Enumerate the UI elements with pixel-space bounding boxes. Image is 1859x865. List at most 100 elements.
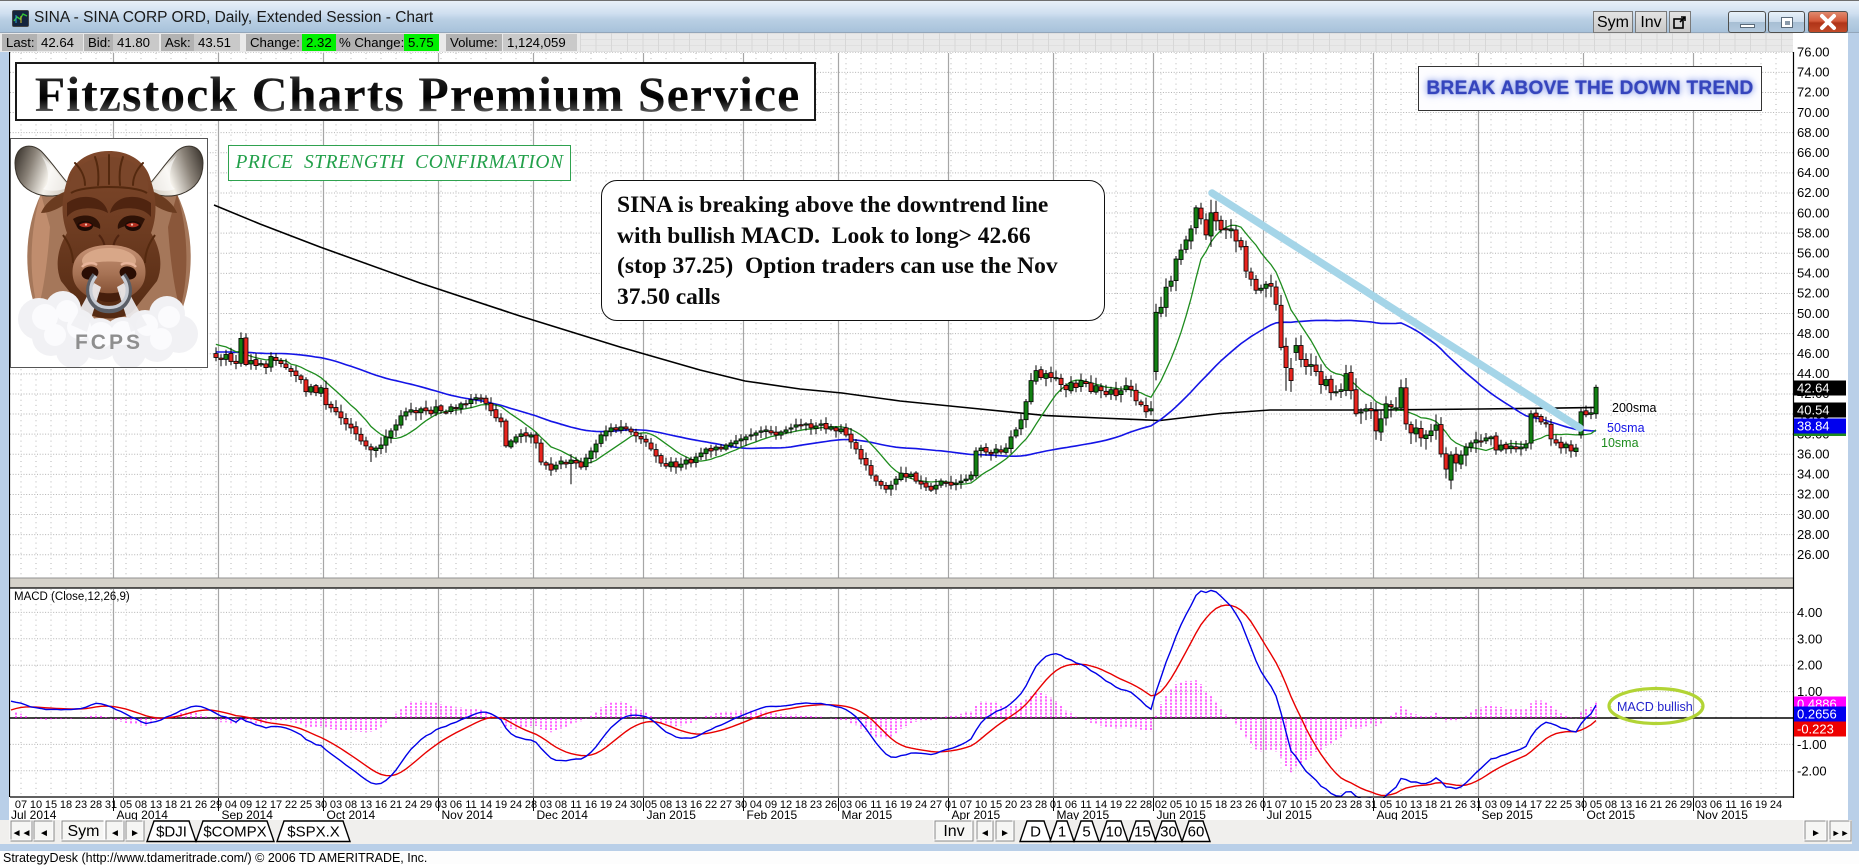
svg-text:30: 30 (315, 799, 327, 811)
svg-text:16: 16 (585, 799, 597, 811)
svg-text:05: 05 (1170, 799, 1182, 811)
svg-text:29: 29 (210, 799, 222, 811)
svg-text:31: 31 (105, 799, 117, 811)
svg-text:25: 25 (1560, 799, 1572, 811)
svg-text:Nov 2014: Nov 2014 (442, 808, 494, 820)
svg-text:42.64: 42.64 (1797, 381, 1830, 396)
svg-text:50sma: 50sma (1607, 421, 1645, 435)
svg-text:52.00: 52.00 (1797, 286, 1830, 301)
svg-text:21: 21 (180, 799, 192, 811)
svg-text:26: 26 (825, 799, 837, 811)
svg-text:18: 18 (1215, 799, 1227, 811)
svg-text:-1.00: -1.00 (1797, 737, 1827, 752)
svg-text:30: 30 (630, 799, 642, 811)
svg-text:19: 19 (495, 799, 507, 811)
svg-text:10: 10 (1395, 799, 1407, 811)
svg-text:Inv: Inv (943, 823, 964, 840)
svg-text:23: 23 (1230, 799, 1242, 811)
svg-text:21: 21 (1650, 799, 1662, 811)
svg-text:15: 15 (1200, 799, 1212, 811)
svg-text:Oct 2015: Oct 2015 (1587, 808, 1636, 820)
svg-text:11: 11 (570, 799, 581, 811)
svg-text:08: 08 (345, 799, 357, 811)
svg-text:56.00: 56.00 (1797, 246, 1830, 261)
svg-text:11: 11 (465, 799, 476, 811)
svg-text:200sma: 200sma (1612, 401, 1657, 415)
svg-text:14: 14 (480, 799, 492, 811)
svg-text:05: 05 (645, 799, 657, 811)
svg-text:28: 28 (1350, 799, 1362, 811)
svg-text:Jul 2015: Jul 2015 (1267, 808, 1313, 820)
svg-text:Dec 2014: Dec 2014 (537, 808, 589, 820)
svg-text:12: 12 (780, 799, 792, 811)
svg-text:MACD bullish: MACD bullish (1617, 700, 1693, 714)
svg-text:32.00: 32.00 (1797, 487, 1830, 502)
svg-text:17: 17 (1530, 799, 1542, 811)
svg-text:06: 06 (855, 799, 867, 811)
svg-text:Oct 2014: Oct 2014 (327, 808, 376, 820)
svg-text:◄: ◄ (39, 828, 49, 839)
svg-text:08: 08 (1605, 799, 1617, 811)
svg-text:07: 07 (15, 799, 27, 811)
svg-text:01: 01 (945, 799, 957, 811)
svg-text:21: 21 (390, 799, 402, 811)
svg-text:30: 30 (735, 799, 747, 811)
svg-text:23: 23 (1020, 799, 1032, 811)
svg-text:26: 26 (1455, 799, 1467, 811)
svg-text:06: 06 (1065, 799, 1077, 811)
svg-text:14: 14 (1515, 799, 1527, 811)
svg-text:►: ► (1000, 828, 1010, 839)
svg-text:24: 24 (405, 799, 417, 811)
svg-text:22: 22 (1545, 799, 1557, 811)
svg-text:10: 10 (1185, 799, 1197, 811)
svg-text:15: 15 (1134, 824, 1151, 841)
svg-text:72.00: 72.00 (1797, 85, 1830, 100)
svg-text:22: 22 (285, 799, 297, 811)
svg-text:4.00: 4.00 (1797, 605, 1822, 620)
svg-text:74.00: 74.00 (1797, 65, 1830, 80)
svg-text:D: D (1030, 824, 1041, 841)
svg-text:01: 01 (1050, 799, 1062, 811)
svg-text:May 2015: May 2015 (1057, 808, 1110, 820)
svg-text:24: 24 (1770, 799, 1782, 811)
svg-text:11: 11 (1080, 799, 1091, 811)
svg-text:34.00: 34.00 (1797, 467, 1830, 482)
svg-text:20: 20 (1320, 799, 1332, 811)
svg-text:15: 15 (1305, 799, 1317, 811)
svg-text:10: 10 (30, 799, 42, 811)
svg-text:10: 10 (1290, 799, 1302, 811)
svg-text:16: 16 (885, 799, 897, 811)
svg-text:FCPS: FCPS (75, 331, 143, 354)
svg-text:03: 03 (1695, 799, 1707, 811)
svg-text:Jul 2014: Jul 2014 (11, 808, 57, 820)
svg-text:19: 19 (900, 799, 912, 811)
svg-text:09: 09 (240, 799, 252, 811)
svg-text:08: 08 (555, 799, 567, 811)
svg-text:13: 13 (675, 799, 687, 811)
svg-text:Aug 2015: Aug 2015 (1377, 808, 1429, 820)
svg-text:23: 23 (810, 799, 822, 811)
svg-text:24: 24 (915, 799, 927, 811)
svg-text:70.00: 70.00 (1797, 105, 1830, 120)
svg-text:28: 28 (1035, 799, 1047, 811)
svg-text:19: 19 (1755, 799, 1767, 811)
svg-text:05: 05 (1590, 799, 1602, 811)
svg-text:68.00: 68.00 (1797, 125, 1830, 140)
svg-text:22: 22 (1125, 799, 1137, 811)
svg-text:Feb 2015: Feb 2015 (747, 808, 798, 820)
svg-text:-2.00: -2.00 (1797, 763, 1827, 778)
svg-text:23: 23 (1335, 799, 1347, 811)
svg-text:60: 60 (1188, 824, 1205, 841)
svg-text:22: 22 (705, 799, 717, 811)
svg-text:09: 09 (765, 799, 777, 811)
svg-text:30.00: 30.00 (1797, 507, 1830, 522)
svg-text:07: 07 (1275, 799, 1287, 811)
svg-text:1.00: 1.00 (1797, 684, 1822, 699)
svg-text:54.00: 54.00 (1797, 266, 1830, 281)
svg-text:29: 29 (420, 799, 432, 811)
svg-text:13: 13 (1620, 799, 1632, 811)
svg-text:28: 28 (525, 799, 537, 811)
svg-text:11: 11 (1725, 799, 1736, 811)
svg-text:21: 21 (1440, 799, 1452, 811)
svg-text:◄: ◄ (980, 828, 990, 839)
